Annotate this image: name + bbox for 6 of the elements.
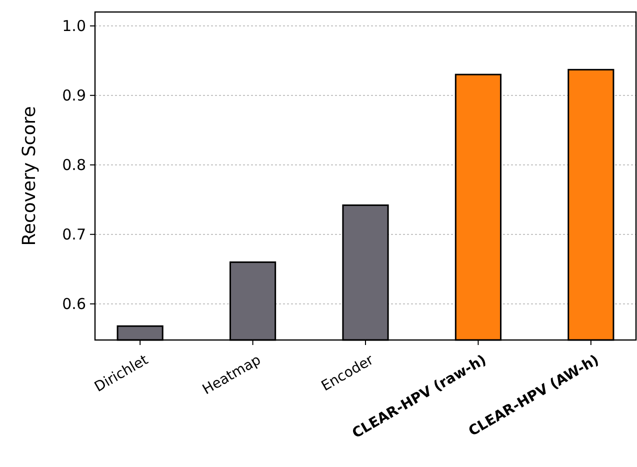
y-axis-title: Recovery Score [19,106,40,246]
y-tick-label: 0.9 [62,86,86,105]
y-tick-label: 0.6 [62,295,86,314]
y-tick-label: 1.0 [62,17,86,36]
y-tick-label: 0.8 [62,156,86,174]
y-tick-label: 0.7 [62,226,86,244]
